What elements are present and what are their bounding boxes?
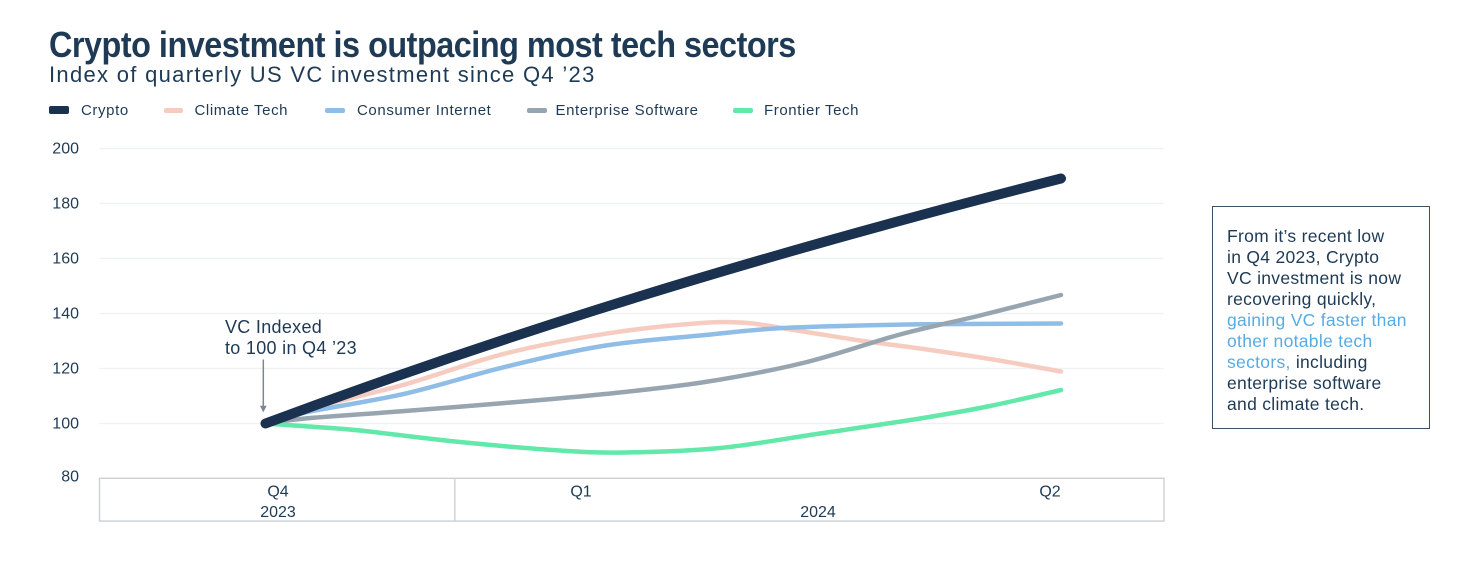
svg-text:2024: 2024 xyxy=(800,504,836,521)
svg-text:180: 180 xyxy=(52,195,79,212)
svg-text:Q2: Q2 xyxy=(1039,483,1060,500)
svg-text:140: 140 xyxy=(52,305,79,322)
svg-text:80: 80 xyxy=(61,469,79,486)
svg-text:Q1: Q1 xyxy=(570,483,591,500)
svg-text:200: 200 xyxy=(52,140,79,157)
svg-text:120: 120 xyxy=(52,360,79,377)
svg-text:Q4: Q4 xyxy=(267,483,288,500)
svg-text:2023: 2023 xyxy=(260,504,296,521)
svg-text:100: 100 xyxy=(52,415,79,432)
svg-text:160: 160 xyxy=(52,250,79,267)
